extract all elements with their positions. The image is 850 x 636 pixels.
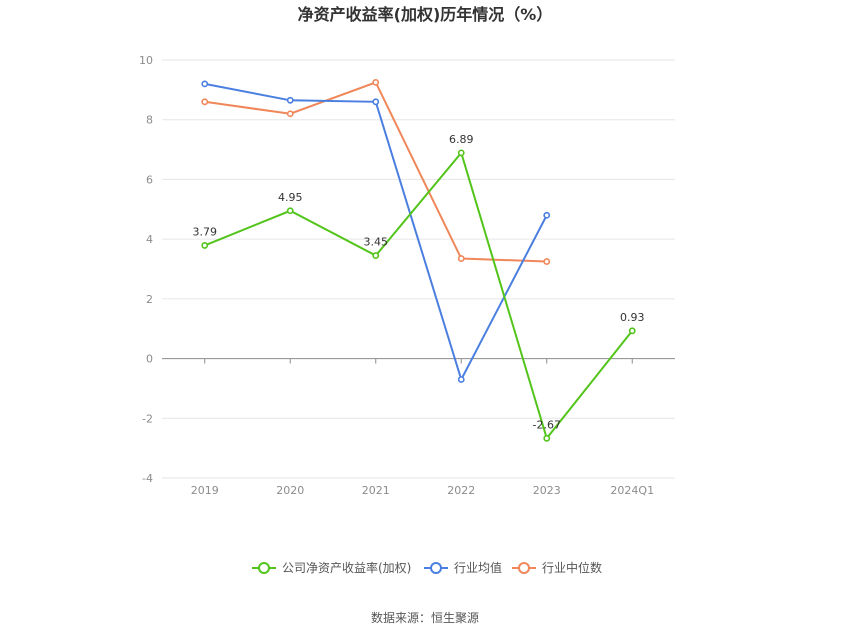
data-point [201, 80, 209, 88]
series-layer [201, 78, 636, 442]
chart-title: 净资产收益率(加权)历年情况（%） [298, 5, 553, 24]
x-tick-label: 2019 [191, 484, 219, 497]
x-tick-label: 2020 [276, 484, 304, 497]
legend-label: 公司净资产收益率(加权) [282, 560, 411, 575]
data-point [457, 255, 465, 262]
data-point [201, 242, 209, 249]
data-point [201, 98, 209, 106]
data-label: 6.89 [449, 133, 474, 146]
x-tick-label: 2021 [362, 484, 390, 497]
x-tick-label: 2023 [533, 484, 561, 497]
y-tick-label: 10 [139, 54, 153, 67]
legend-swatch-marker [258, 562, 270, 574]
legend-label: 行业中位数 [542, 560, 602, 575]
data-point [543, 211, 551, 219]
data-point [457, 149, 465, 157]
series-line [204, 82, 548, 383]
data-point [286, 110, 294, 118]
x-tick-label: 2022 [447, 484, 475, 497]
legend-label: 行业均值 [454, 560, 502, 575]
data-label: 0.93 [620, 311, 645, 324]
series-line [204, 150, 634, 441]
data-point [457, 376, 465, 383]
data-point [543, 258, 551, 265]
data-label: -2.67 [533, 418, 561, 431]
data-label: 4.95 [278, 191, 303, 204]
data-point [286, 207, 294, 215]
y-tick-label: 8 [146, 114, 153, 127]
y-tick-label: -4 [142, 472, 153, 485]
data-point [372, 78, 380, 86]
source-note: 数据来源：恒生聚源 [371, 610, 479, 625]
data-point [543, 434, 551, 442]
y-tick-label: 0 [146, 353, 153, 366]
legend-swatch-marker [430, 562, 442, 574]
data-point [286, 96, 294, 104]
data-labels-layer: 3.79 4.95 3.45 6.89 -2.67 0.93 [193, 133, 645, 431]
x-tick-label: 2024Q1 [610, 484, 654, 497]
axes-layer: -4 -2 0 2 4 6 8 10 2019 2020 2021 2022 2023 2024Q1 [139, 54, 675, 497]
data-point [628, 327, 636, 335]
legend-swatch-marker [518, 562, 530, 574]
y-tick-label: 6 [146, 173, 153, 186]
grid-layer [162, 59, 675, 479]
data-label: 3.79 [193, 225, 218, 238]
legend: 公司净资产收益率(加权) 行业均值 行业中位数 [252, 560, 602, 575]
data-point [372, 98, 380, 106]
y-tick-label: -2 [142, 412, 153, 425]
y-tick-label: 2 [146, 293, 153, 306]
y-tick-label: 4 [146, 233, 153, 246]
data-point [372, 252, 380, 259]
data-label: 3.45 [364, 236, 389, 249]
